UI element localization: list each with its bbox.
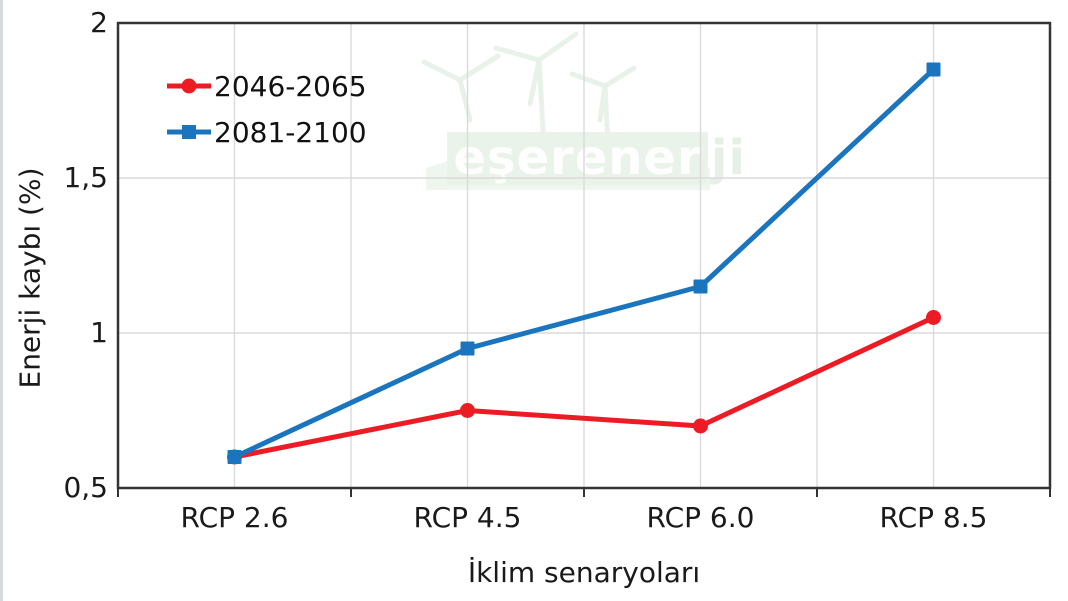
y-tick-label-1: 1 <box>90 316 108 349</box>
legend-marker-square-icon <box>167 125 211 139</box>
x-tick-label-RCP 8.5: RCP 8.5 <box>879 501 988 534</box>
series-line-2081-2100 <box>232 67 936 460</box>
data-point-2081-2100-RCP 2.6 <box>227 450 242 464</box>
data-point-2046-2065-RCP 4.5 <box>460 403 475 418</box>
x-tick-label-RCP 6.0: RCP 6.0 <box>646 501 755 534</box>
y-tick-label-2: 2 <box>90 6 108 39</box>
data-point-2046-2065-RCP 8.5 <box>926 310 941 325</box>
legend-item-2081-2100: 2081-2100 <box>166 114 367 150</box>
legend-item-2046-2065: 2046-2065 <box>166 68 367 104</box>
legend-label: 2046-2065 <box>214 69 367 103</box>
legend-marker-circle-icon <box>167 78 211 94</box>
data-point-2081-2100-RCP 6.0 <box>693 279 708 294</box>
legend: 2046-2065 2081-2100 <box>166 68 367 150</box>
x-tick-label-RCP 4.5: RCP 4.5 <box>413 501 522 534</box>
left-edge-artifact <box>0 0 3 601</box>
y-tick-label-1,5: 1,5 <box>63 161 108 194</box>
data-point-2081-2100-RCP 8.5 <box>926 62 941 77</box>
y-axis-title: Enerji kaybı (%) <box>13 167 47 389</box>
legend-label: 2081-2100 <box>214 115 367 149</box>
x-axis-title: İklim senaryoları <box>467 556 701 589</box>
x-tick-label-RCP 2.6: RCP 2.6 <box>180 501 289 534</box>
series-line-2046-2065 <box>232 315 936 460</box>
data-point-2046-2065-RCP 6.0 <box>693 418 708 434</box>
data-point-2081-2100-RCP 4.5 <box>460 341 475 356</box>
y-tick-label-0,5: 0,5 <box>63 471 108 504</box>
